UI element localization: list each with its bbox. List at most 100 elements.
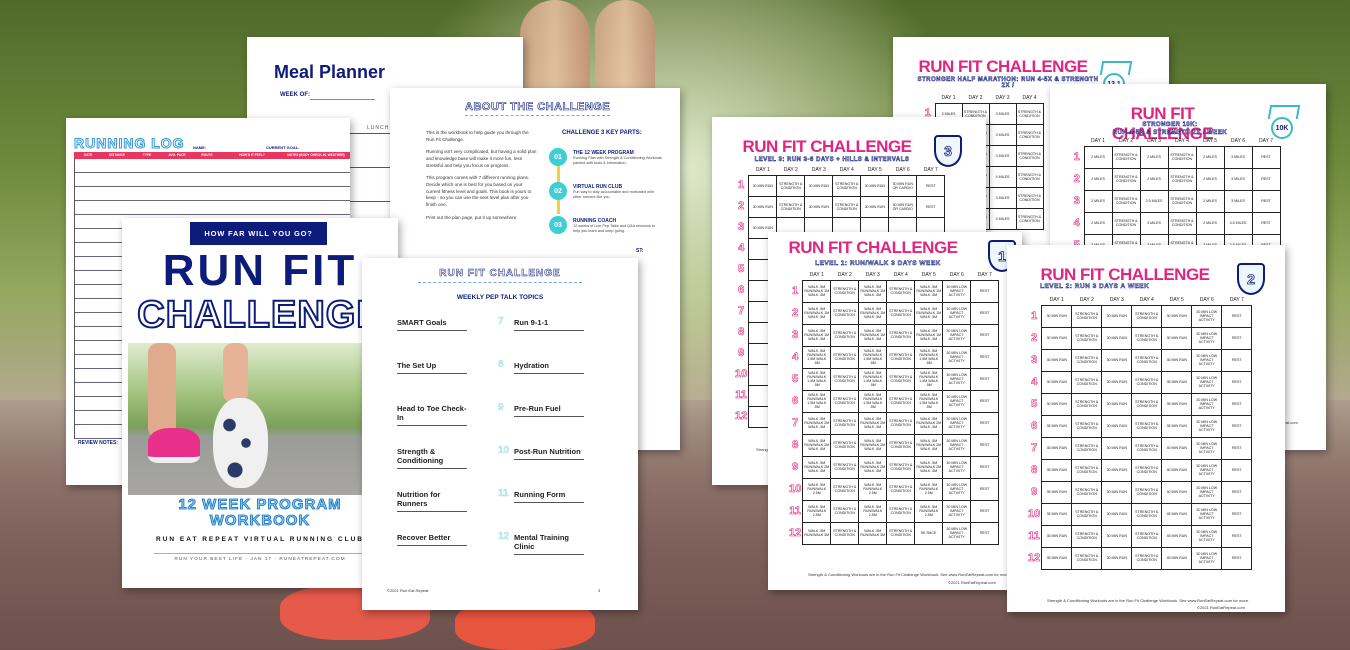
- week-number: 2: [1031, 331, 1038, 345]
- plan-cell: STRENGTH & CONDITION: [886, 455, 916, 479]
- plan-cell: STRENGTH & CONDITION: [830, 433, 860, 457]
- about-title: ABOUT THE CHALLENGE: [465, 101, 611, 116]
- plan-cell: WALK .5M RUN/WALK 1.5M WALK .5M: [802, 389, 832, 413]
- plan-cell: 2 MILES: [1083, 189, 1113, 213]
- plan-cell: 30 MIN LOW IMPACT ACTIVITY: [942, 455, 972, 479]
- plan-cell: STRENGTH & CONDITION: [776, 195, 806, 218]
- plan-cell: 3.5 MILES: [1223, 211, 1253, 235]
- plan-cell: WALK .5M RUN/WALK 1M WALK .5M: [802, 323, 832, 347]
- plan-cell: WALK .5M RUN/WALK 1M WALK .5M: [802, 301, 832, 325]
- week-number: 1: [792, 284, 799, 298]
- plan-cell: REST: [1221, 392, 1253, 416]
- part-title: VIRTUAL RUN CLUB: [573, 184, 623, 190]
- plan-cell: WALK .5M RUN/WALK 1.5M WALK .5M: [914, 367, 944, 391]
- plan-cell: WALK .5M RUN/WALK 1.5M WALK .5M: [858, 367, 888, 391]
- plan-cell: WALK .5M RUN/WALK 2.5M: [802, 477, 832, 501]
- pep-talk-page: RUN FIT CHALLENGE WEEKLY PEP TALK TOPICS…: [362, 258, 638, 610]
- plan-cell: WALK .5M RUN/WALK 2M WALK .5M: [914, 455, 944, 479]
- plan-cell: 30 MIN RUN: [1101, 458, 1133, 482]
- level3-footer: Strength: [756, 447, 772, 452]
- plan-cell: 30 MIN RUN: [1101, 304, 1133, 328]
- plan-cell: 3 MILES: [988, 123, 1017, 146]
- plan-cell: REST: [1221, 524, 1253, 548]
- week-number: 11: [789, 504, 801, 518]
- week-number: 9: [792, 460, 799, 474]
- day-header: DAY 3: [1147, 138, 1161, 144]
- plan-cell: STRENGTH & CONDITION: [1131, 502, 1163, 526]
- week-of-label: WEEK OF:: [280, 92, 310, 98]
- plan-cell: WALK .5M RUN/WALK 2.5M: [802, 499, 832, 523]
- week-col-header: [734, 167, 749, 175]
- day-header: DAY 4: [893, 272, 908, 278]
- plan-cell: STRENGTH & CONDITION: [1071, 524, 1103, 548]
- plan-cell: 35 MIN RUN: [1041, 480, 1073, 504]
- plan-cell: WALK .5M RUN/WALK 2M WALK .5M: [914, 433, 944, 457]
- photo-leg: [223, 343, 248, 403]
- plan-cell: REST: [1221, 326, 1253, 350]
- plan-cell: STRENGTH & CONDITION: [1111, 211, 1141, 235]
- plan-cell: WALK .5M RUN/WALK 1M WALK .5M: [802, 279, 832, 303]
- plan-cell: 30 MIN RUN: [1101, 502, 1133, 526]
- week-number: 8: [738, 326, 745, 339]
- table-row: 2 30 MIN RUN STRENGTH & CONDITION 30 MIN RU…: [1027, 326, 1253, 350]
- plan-cell: STRENGTH & CONDITION: [1071, 546, 1103, 570]
- cover-footer: RUN YOUR BEST LIFE · JAN 17 · RUNEATREPE…: [174, 557, 346, 562]
- plan-cell: 30 MIN LOW IMPACT ACTIVITY: [1191, 502, 1223, 526]
- plan-cell: WALK .5M RUN/WALK 2M WALK .5M: [802, 411, 832, 435]
- table-row: 4 WALK .5M RUN/WALK 1.5M WALK .5M STRENGTH…: [788, 345, 1000, 369]
- week-number: 9: [1031, 485, 1038, 499]
- page-number: 3: [598, 588, 601, 593]
- photo-shoe-pink: [148, 428, 200, 463]
- day-header: DAY 3: [811, 167, 826, 173]
- day-header: DAY 6: [1231, 138, 1245, 144]
- plan-cell: WALK .5M RUN/WALK 1M WALK .5M: [914, 279, 944, 303]
- week-number: 3: [1073, 194, 1080, 208]
- plan-cell: STRENGTH & CONDITION: [886, 279, 916, 303]
- running-log-header: DATE DISTANCE TYPE AVG. PACE ROUTE HOW'D IT F…: [74, 152, 350, 159]
- week-number: 1: [924, 107, 931, 120]
- table-row: 10 35 MIN RUN STRENGTH & CONDITION 30 MIN R…: [1027, 502, 1253, 526]
- plan-cell: WALK .5M RUN/WALK 1.5M WALK .5M: [914, 389, 944, 413]
- plan-cell: STRENGTH & CONDITION: [1071, 392, 1103, 416]
- plan-cell: WALK .5M RUN/WALK 3M: [802, 521, 832, 545]
- log-column-header: NOTES (BODY CHECK-IN, WEATHER): [287, 153, 345, 157]
- about-paragraph: Running isn't very complicated, but havi…: [426, 149, 537, 168]
- log-column-header: DISTANCE: [108, 153, 126, 157]
- plan-cell: 30 MIN LOW IMPACT ACTIVITY: [1191, 436, 1223, 460]
- plan-cell: 30 MIN LOW IMPACT ACTIVITY: [1191, 370, 1223, 394]
- plan-cell: 30 MIN RUN: [1041, 326, 1073, 350]
- plan-cell: WALK .5M RUN/WALK 1.5M WALK .5M: [858, 345, 888, 369]
- week-number: 10: [735, 368, 748, 381]
- week-of-line: [310, 99, 375, 100]
- level1-footer: Strength & Conditioning Workouts are in …: [808, 572, 1011, 577]
- plan-cell: 30 MIN RUN: [1101, 348, 1133, 372]
- week-col-header: [1027, 297, 1042, 305]
- pep-topic: Nutrition for Runners: [397, 490, 467, 512]
- plan-cell: STRENGTH & CONDITION: [886, 389, 916, 413]
- plan-cell: 4 MILES: [988, 207, 1017, 230]
- plan-cell: STRENGTH & CONDITION: [1131, 392, 1163, 416]
- part-title: RUNNING COACH: [573, 218, 617, 224]
- plan-cell: 2 MILES: [1139, 145, 1169, 169]
- plan-cell: 4 MILES: [988, 165, 1017, 188]
- plan-cell: STRENGTH & CONDITION: [1071, 480, 1103, 504]
- day-header: DAY 4: [1175, 138, 1189, 144]
- day-header: DAY 7: [977, 272, 992, 278]
- week-number: 6: [792, 394, 799, 408]
- pep-topic: Head to Toe Check-In: [397, 404, 467, 426]
- plan-cell: 30 MIN RUN: [748, 195, 778, 218]
- level2-footer: Strength & Conditioning Workouts are in …: [1047, 598, 1250, 603]
- plan-cell: STRENGTH & CONDITION: [1015, 102, 1044, 125]
- pep-topic: SMART Goals: [397, 318, 467, 331]
- level3-title: RUN FIT CHALLENGE: [742, 137, 912, 156]
- plan-cell: STRENGTH & CONDITION: [830, 499, 860, 523]
- plan-cell: STRENGTH & CONDITION: [886, 499, 916, 523]
- plan-cell: REST: [970, 301, 1000, 325]
- day-header: DAY 1: [1049, 297, 1064, 303]
- plan-cell: 3 MILES: [988, 144, 1017, 167]
- level1-title: RUN FIT CHALLENGE: [788, 238, 958, 257]
- plan-cell: REST: [1221, 546, 1253, 570]
